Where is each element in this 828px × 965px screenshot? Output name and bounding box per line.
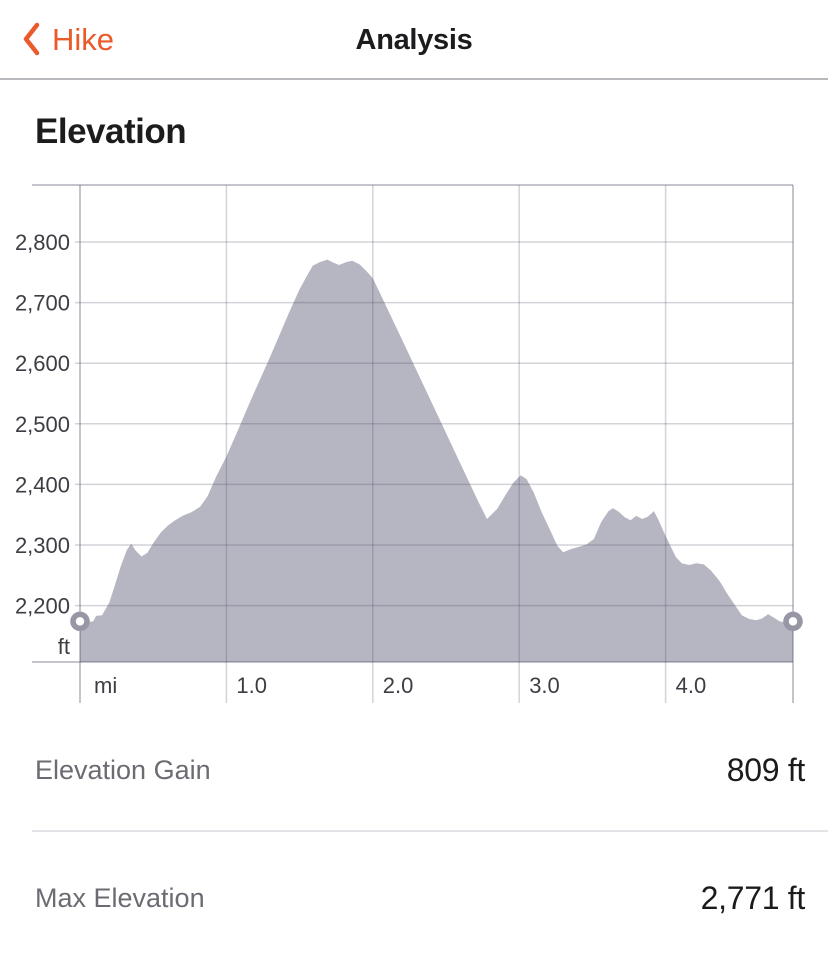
- stat-row-max-elevation: Max Elevation 2,771 ft: [35, 858, 805, 938]
- stat-label: Max Elevation: [35, 882, 205, 913]
- y-tick-label: 2,600: [15, 351, 70, 376]
- y-tick-label: 2,200: [15, 594, 70, 619]
- x-tick-label: 1.0: [236, 673, 267, 698]
- elevation-area: [80, 259, 793, 662]
- y-tick-label: 2,800: [15, 230, 70, 255]
- back-button-label: Hike: [52, 21, 115, 57]
- x-unit-label: mi: [94, 673, 117, 698]
- elevation-chart[interactable]: 2,200 2,300 2,400 2,500 2,600 2,700 2,800 1.0 2.…: [0, 183, 828, 705]
- divider: [32, 830, 828, 832]
- y-tick-label: 2,700: [15, 291, 70, 316]
- y-tick-label: 2,400: [15, 472, 70, 497]
- x-tick-label: 4.0: [676, 673, 707, 698]
- section-title-elevation: Elevation: [35, 112, 187, 151]
- stat-row-elevation-gain: Elevation Gain 809 ft: [35, 730, 805, 810]
- nav-bar: Hike Analysis: [0, 0, 828, 80]
- y-tick-label: 2,500: [15, 412, 70, 437]
- scrub-handle-end[interactable]: [783, 611, 803, 632]
- y-unit-label: ft: [58, 634, 70, 659]
- x-tick-label: 2.0: [383, 673, 414, 698]
- page-title: Analysis: [355, 24, 473, 56]
- chevron-left-icon: [22, 21, 41, 57]
- stat-value: 2,771 ft: [700, 879, 806, 916]
- x-tick-label: 3.0: [529, 673, 560, 698]
- stat-value: 809 ft: [726, 751, 806, 788]
- scrub-handle-start[interactable]: [70, 611, 90, 632]
- stat-label: Elevation Gain: [35, 754, 211, 785]
- back-button[interactable]: Hike: [22, 0, 114, 78]
- y-tick-label: 2,300: [15, 533, 70, 558]
